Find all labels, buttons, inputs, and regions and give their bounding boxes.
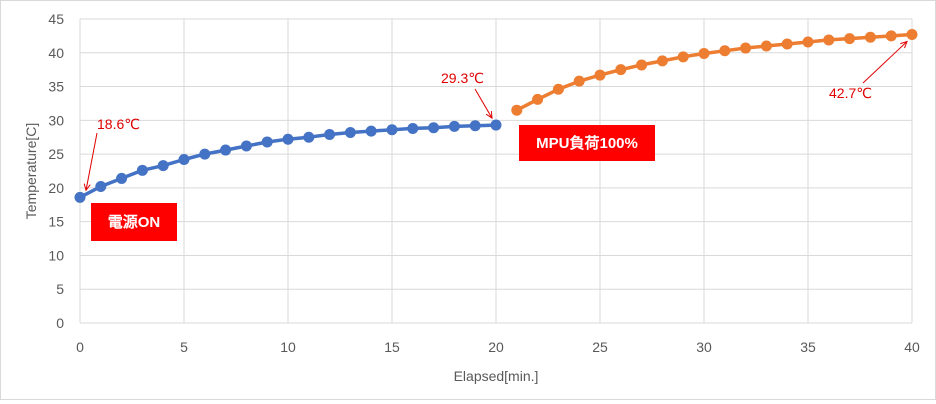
annotation-arrowhead (485, 111, 493, 120)
data-point (885, 30, 897, 42)
data-point (469, 120, 481, 132)
data-point (573, 75, 585, 87)
tick-labels: 0 5 10 15 20 25 30 35 40 45 0 5 10 15 20 25 30 35 40 (48, 11, 920, 355)
annotation-arrowhead (83, 183, 91, 192)
data-point (448, 120, 460, 132)
data-point (594, 69, 606, 81)
data-point (157, 160, 169, 172)
y-tick-label: 15 (48, 214, 64, 230)
mpu-load-label: MPU負荷100% (519, 125, 655, 161)
data-point (428, 122, 440, 134)
data-point (781, 38, 793, 50)
annotation-arrow (474, 88, 493, 119)
annotation-label: 18.6℃ (97, 116, 140, 132)
data-point (698, 47, 710, 59)
data-point (74, 191, 86, 203)
data-point (677, 51, 689, 63)
callout-box (91, 203, 177, 241)
callout-labels: 電源ON MPU負荷100% (91, 125, 655, 241)
x-tick-label: 25 (592, 339, 608, 355)
data-point (760, 40, 772, 52)
data-point (178, 154, 190, 166)
series-layer (74, 29, 918, 203)
y-axis-title: Temperature[C] (23, 123, 39, 219)
x-tick-label: 35 (800, 339, 816, 355)
y-tick-label: 0 (56, 315, 64, 331)
y-tick-label: 35 (48, 79, 64, 95)
y-tick-label: 5 (56, 281, 64, 297)
data-point (365, 125, 377, 137)
y-tick-label: 30 (48, 112, 64, 128)
annotations: 18.6℃ 29.3℃ 42.7℃ (83, 40, 908, 192)
annotation-label: 42.7℃ (829, 85, 872, 101)
y-tick-label: 45 (48, 11, 64, 27)
data-point (719, 45, 731, 57)
data-point (906, 29, 918, 41)
y-tick-label: 20 (48, 180, 64, 196)
data-point (261, 136, 273, 148)
data-point (656, 55, 668, 67)
data-point (532, 93, 544, 105)
x-tick-label: 0 (76, 339, 84, 355)
x-tick-label: 30 (696, 339, 712, 355)
data-point (490, 119, 502, 131)
data-point (199, 148, 211, 160)
gridlines (79, 18, 913, 324)
data-point (324, 129, 336, 141)
data-point (844, 33, 856, 45)
data-point (240, 140, 252, 152)
data-point (864, 31, 876, 43)
data-point (552, 83, 564, 95)
data-point (511, 104, 523, 116)
x-tick-label: 40 (904, 339, 920, 355)
data-point (636, 59, 648, 71)
callout-text: 電源ON (108, 213, 161, 231)
annotation-arrow (862, 41, 908, 84)
x-tick-label: 5 (180, 339, 188, 355)
power-on-label: 電源ON (91, 203, 177, 241)
annotation-arrowhead (900, 40, 908, 49)
data-point (386, 124, 398, 136)
data-point (136, 164, 148, 176)
data-point (95, 181, 107, 193)
data-point (407, 122, 419, 134)
annotation-arrow (85, 132, 98, 191)
y-tick-label: 40 (48, 45, 64, 61)
data-point (740, 42, 752, 54)
x-axis-title: Elapsed[min.] (454, 368, 539, 384)
data-point (220, 144, 232, 156)
x-tick-label: 10 (280, 339, 296, 355)
data-point (344, 126, 356, 138)
callout-box (519, 125, 655, 161)
data-point (303, 131, 315, 143)
x-tick-label: 20 (488, 339, 504, 355)
y-tick-label: 10 (48, 247, 64, 263)
data-point (282, 133, 294, 145)
data-point (615, 64, 627, 76)
annotation-label: 29.3℃ (441, 70, 484, 86)
data-point (823, 34, 835, 46)
y-tick-label: 25 (48, 146, 64, 162)
callout-text: MPU負荷100% (536, 134, 638, 152)
x-tick-label: 15 (384, 339, 400, 355)
data-point (116, 172, 128, 184)
data-point (802, 36, 814, 48)
